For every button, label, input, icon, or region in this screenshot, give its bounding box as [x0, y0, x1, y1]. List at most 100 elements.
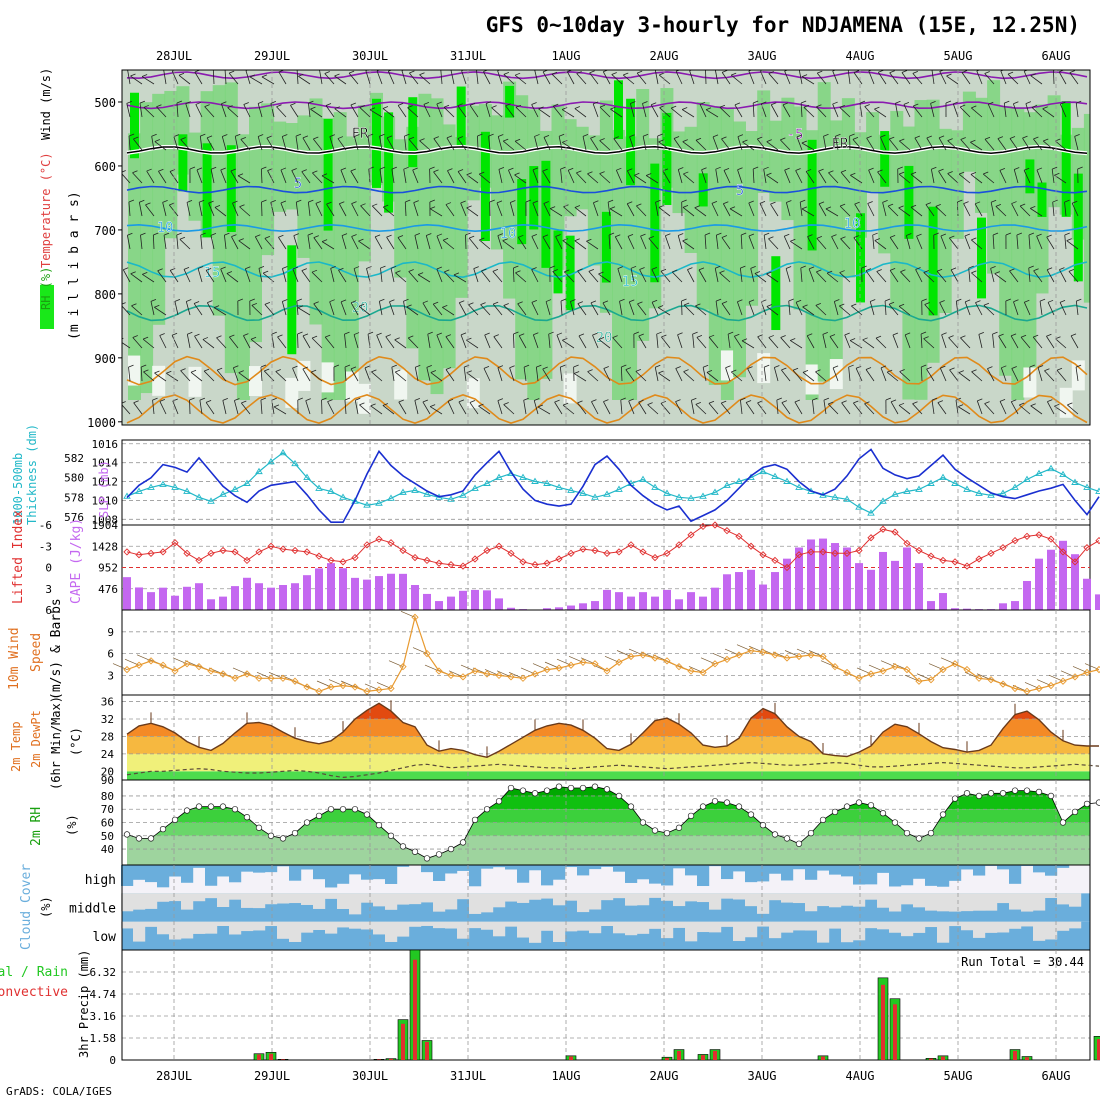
- cloud-cell: [253, 922, 265, 931]
- cloud-cell: [493, 893, 505, 907]
- cloud-cell: [973, 893, 985, 910]
- pressure-tick-label: 900: [94, 352, 116, 366]
- cloud-cell: [697, 922, 709, 932]
- cloud-high-cell: [517, 865, 529, 883]
- cloud-cell: [145, 922, 157, 927]
- lifted-index-point: [1096, 538, 1100, 544]
- rh-moist-cell: [818, 82, 831, 381]
- rh-point: [592, 784, 598, 790]
- rh-point: [964, 790, 970, 796]
- precip-convective-bar: [929, 1059, 933, 1060]
- rh-point: [496, 798, 502, 804]
- cape-bar: [687, 592, 695, 610]
- rh-point: [868, 802, 874, 808]
- cloud-cell: [349, 893, 361, 914]
- cloud-cell: [757, 893, 769, 914]
- cape-bar: [903, 548, 911, 611]
- precip-convective-bar: [665, 1058, 669, 1060]
- cape-bar: [315, 568, 323, 610]
- ylabel-slp: SLP (mb): [97, 460, 111, 518]
- cloud-cell: [817, 922, 829, 943]
- rh-point: [808, 830, 814, 836]
- rh-point: [1036, 789, 1042, 795]
- cape-bar: [915, 563, 923, 610]
- rh-dry-cell: [1072, 360, 1085, 390]
- cloud-cell: [337, 893, 349, 909]
- cloud-cell: [889, 922, 901, 933]
- ylabel-rh: RH (%): [39, 267, 53, 310]
- rh-point: [172, 817, 178, 823]
- cloud-cell: [169, 893, 181, 901]
- cloud-cell: [829, 893, 841, 907]
- li-tick-label: -6: [39, 519, 52, 532]
- cloud-cell: [805, 893, 817, 911]
- cloud-cell: [949, 922, 961, 926]
- cloud-cell: [709, 893, 721, 909]
- cloud-cell: [397, 893, 409, 904]
- ylabel-temperature: Temperature (°C): [39, 152, 53, 268]
- cloud-cell: [721, 922, 733, 927]
- pressure-tick-label: 1000: [87, 416, 116, 430]
- cloud-high-cell: [757, 865, 769, 881]
- rh-saturated-cell: [287, 245, 296, 354]
- temp-tick-label: 36: [101, 696, 114, 709]
- isotherm-label: 15: [622, 274, 639, 290]
- rh-point: [412, 849, 418, 855]
- rh-point: [820, 817, 826, 823]
- cloud-cell: [145, 893, 157, 909]
- cloud-cell: [289, 922, 301, 942]
- ylabel-lifted-index: Lifted Index: [11, 510, 26, 604]
- precip-border: [122, 950, 1090, 1060]
- cape-bar: [399, 574, 407, 610]
- upper-air-labels: RH (%) Temperature (°C) Wind (m/s) (m i …: [39, 68, 82, 340]
- date-label-bottom: 29JUL: [254, 1069, 290, 1083]
- cloud-high-cell: [469, 865, 481, 886]
- cloud-cell: [541, 893, 553, 898]
- cloud-cell: [589, 893, 601, 909]
- ylabel-millibars: (m i l l i b a r s): [67, 191, 82, 340]
- cloud-cell: [529, 922, 541, 943]
- cape-bar: [375, 576, 383, 610]
- rh-moist-cell: [939, 129, 952, 313]
- cape-bar: [927, 601, 935, 610]
- cape-bar: [339, 568, 347, 610]
- rh-point: [1012, 788, 1018, 794]
- date-label-top: 30JUL: [352, 49, 388, 63]
- cloud-row-label: high: [85, 873, 116, 888]
- precip-convective-bar: [881, 985, 885, 1060]
- cloud-cell: [925, 893, 937, 910]
- rh-saturated-cell: [178, 134, 187, 191]
- cloud-high-cell: [505, 865, 517, 869]
- rh-point: [988, 790, 994, 796]
- cape-tick-label: 1904: [92, 519, 119, 532]
- rh-point: [556, 784, 562, 790]
- cloud-cell: [289, 893, 301, 903]
- cape-bar: [795, 548, 803, 611]
- cape-bar: [603, 590, 611, 610]
- cape-bar: [387, 574, 395, 610]
- rh-tick-label: 70: [101, 803, 114, 816]
- rh-point: [832, 809, 838, 815]
- rh-saturated-cell: [203, 143, 212, 237]
- rh-moist-cell: [709, 106, 722, 385]
- cloud-cell: [829, 922, 841, 929]
- cloud-cell: [373, 893, 385, 906]
- cloud-high-cell: [853, 865, 865, 885]
- cape-bar: [195, 583, 203, 610]
- cape-bar: [351, 578, 359, 610]
- cloud-high-cell: [661, 865, 673, 885]
- cloud-cell: [577, 893, 589, 912]
- cloud-cell: [385, 893, 397, 909]
- cloud-cell: [505, 922, 517, 927]
- cloud-cell: [1033, 922, 1045, 941]
- cloud-cell: [361, 922, 373, 930]
- cloud-cell: [841, 922, 853, 943]
- rh-point: [424, 856, 430, 862]
- rh-point: [712, 798, 718, 804]
- cloud-cell: [721, 893, 733, 898]
- cape-bar: [135, 587, 143, 610]
- rh-tick-label: 40: [101, 843, 114, 856]
